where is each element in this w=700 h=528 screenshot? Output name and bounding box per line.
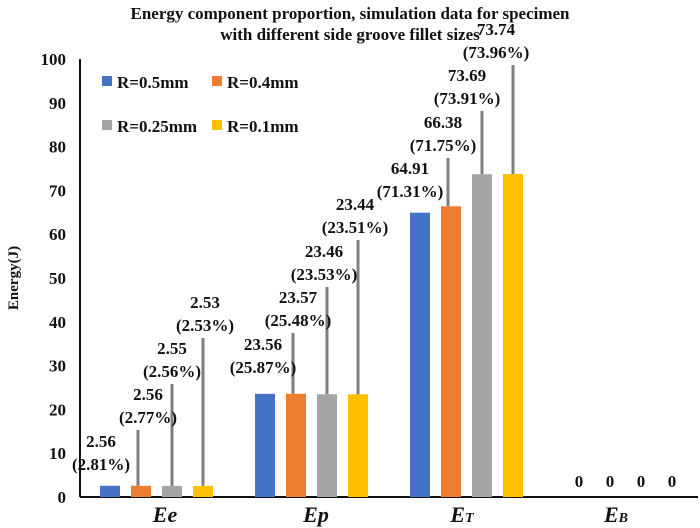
legend-swatch <box>212 76 222 86</box>
y-tick-label: 100 <box>41 50 67 69</box>
y-axis-label: Energy(J) <box>6 246 22 310</box>
legend-swatch <box>102 120 112 130</box>
y-tick-label: 60 <box>49 225 66 244</box>
leader-lines <box>136 65 515 486</box>
y-tick-label: 40 <box>49 313 66 332</box>
y-tick-label: 50 <box>49 269 66 288</box>
data-label-percent: (2.81%) <box>72 455 130 474</box>
legend-label: R=0.5mm <box>117 73 189 92</box>
data-label-value: 0 <box>637 472 646 491</box>
y-tick-label: 0 <box>58 488 67 507</box>
chart-title: Energy component proportion, simulation … <box>130 4 570 44</box>
bar-r01mm-cat0 <box>193 485 213 497</box>
y-tick-label: 10 <box>49 444 66 463</box>
legend-swatch <box>102 76 112 86</box>
data-label-percent: (23.51%) <box>322 218 389 237</box>
legend-swatch <box>212 120 222 130</box>
data-label-percent: (73.91%) <box>434 89 501 108</box>
bar-r04mm-cat2 <box>441 206 461 497</box>
y-tick-label: 90 <box>49 94 66 113</box>
data-label-percent: (2.56%) <box>143 362 201 381</box>
data-label-percent: (2.53%) <box>176 316 234 335</box>
data-label-percent: (25.87%) <box>230 358 297 377</box>
data-label-value: 23.46 <box>305 242 343 261</box>
data-label-value: 0 <box>575 472 584 491</box>
data-label-percent: (2.77%) <box>119 408 177 427</box>
bar-r05mm-cat2 <box>410 212 430 497</box>
legend-label: R=0.4mm <box>227 73 299 92</box>
chart-title-line-1: Energy component proportion, simulation … <box>130 4 570 23</box>
data-label-value: 66.38 <box>424 113 462 132</box>
x-category-label: Ee <box>152 502 178 527</box>
legend-label: R=0.25mm <box>117 117 197 136</box>
bar-r04mm-cat1 <box>286 393 306 497</box>
data-label-value: 0 <box>606 472 615 491</box>
data-label-percent: (71.31%) <box>377 182 444 201</box>
data-label-percent: (25.48%) <box>265 311 332 330</box>
data-label-value: 23.44 <box>336 195 375 214</box>
legend: R=0.5mm R=0.4mm R=0.25mm R=0.1mm <box>102 73 299 136</box>
data-label-value: 2.53 <box>190 293 220 312</box>
y-tick-label: 30 <box>49 357 66 376</box>
data-label-percent: (23.53%) <box>291 265 358 284</box>
bars <box>100 174 523 497</box>
data-label-value: 2.56 <box>86 432 116 451</box>
data-label-value: 64.91 <box>391 159 429 178</box>
bar-r05mm-cat1 <box>255 393 275 497</box>
y-axis-ticks: 0 10 20 30 40 50 60 70 80 90 100 <box>41 50 67 507</box>
bar-r01mm-cat1 <box>348 394 368 497</box>
bar-r01mm-cat2 <box>503 174 523 497</box>
bar-r05mm-cat0 <box>100 485 120 497</box>
data-label-value: 2.55 <box>157 339 187 358</box>
bar-r025mm-cat1 <box>317 394 337 497</box>
data-labels: 2.56 (2.81%) 23.56 (25.87%) 64.91 (71.31%) 0 2.… <box>72 20 676 491</box>
x-axis-categories: Ee Ep ET EB <box>152 502 628 527</box>
bar-r025mm-cat0 <box>162 485 182 497</box>
y-tick-label: 80 <box>49 138 66 157</box>
y-tick-label: 20 <box>49 400 66 419</box>
bar-r025mm-cat2 <box>472 174 492 497</box>
data-label-value: 23.56 <box>244 335 282 354</box>
legend-label: R=0.1mm <box>227 117 299 136</box>
y-tick-label: 70 <box>49 181 66 200</box>
x-category-label: EB <box>603 502 628 527</box>
data-label-percent: (71.75%) <box>410 136 477 155</box>
chart-title-line-2: with different side groove fillet sizes <box>220 25 480 44</box>
data-label-percent: (73.96%) <box>463 43 530 62</box>
data-label-value: 73.74 <box>477 20 516 39</box>
bar-r04mm-cat0 <box>131 485 151 497</box>
data-label-value: 23.57 <box>279 288 318 307</box>
data-label-value: 0 <box>668 472 677 491</box>
x-category-label: Ep <box>302 502 329 527</box>
data-label-value: 73.69 <box>448 66 486 85</box>
x-category-label: ET <box>449 502 475 527</box>
data-label-value: 2.56 <box>133 385 163 404</box>
